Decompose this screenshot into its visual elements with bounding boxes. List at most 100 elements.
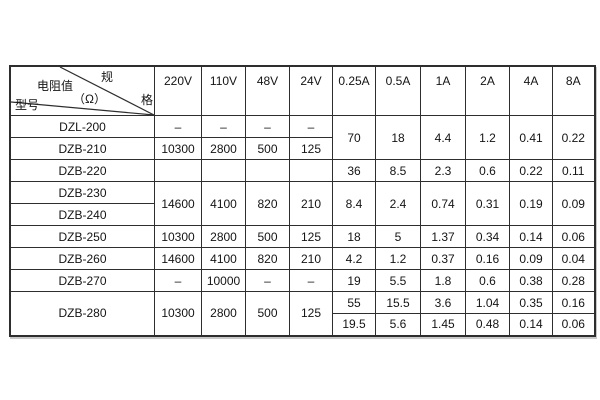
row-header-dzb-270: DZB-270 xyxy=(9,269,155,292)
cell-dzb270-4a: 0.38 xyxy=(509,269,553,292)
relay-resistance-spec-table: 规 格 电阻值 （Ω） 型号 220V 110V 48V 24V 0.25A 0… xyxy=(9,65,596,337)
header-row: 规 格 电阻值 （Ω） 型号 220V 110V 48V 24V 0.25A 0… xyxy=(9,65,595,116)
row-header-dzb-230: DZB-230 xyxy=(9,181,155,204)
cell-dzb220-1a: 2.3 xyxy=(420,159,466,182)
cell-dzl200-dzb210-4a: 0.41 xyxy=(509,115,553,160)
model-label: 型号 xyxy=(15,98,40,112)
cell-dzl200-110v: – xyxy=(201,115,246,138)
col-header-110v: 110V xyxy=(201,65,246,116)
cell-dzb250-4a: 0.14 xyxy=(509,225,553,248)
cell-dzb230-240-8a: 0.09 xyxy=(552,181,595,226)
cell-dzb250-48v: 500 xyxy=(245,225,290,248)
cell-dzb280b-4a: 0.14 xyxy=(509,313,553,336)
cell-dzb220-48v xyxy=(245,159,290,182)
cell-dzb280a-1a: 3.6 xyxy=(420,291,466,314)
row-header-dzb-260: DZB-260 xyxy=(9,247,155,270)
row-dzb-220: DZB-220 36 8.5 2.3 0.6 0.22 0.11 xyxy=(9,159,595,182)
cell-dzb260-1a: 0.37 xyxy=(420,247,466,270)
diagonal-divider-lines xyxy=(11,67,154,115)
cell-dzb250-110v: 2800 xyxy=(201,225,246,248)
cell-dzb260-4a: 0.09 xyxy=(509,247,553,270)
spec-label-char-2: 格 xyxy=(141,93,154,107)
col-header-0-5a: 0.5A xyxy=(375,65,421,116)
row-dzb-280-upper: DZB-280 10300 2800 500 125 55 15.5 3.6 1… xyxy=(9,291,595,336)
cell-dzb280b-8a: 0.06 xyxy=(552,313,595,336)
col-header-24v: 24V xyxy=(289,65,333,116)
cell-dzb210-220v: 10300 xyxy=(154,137,202,160)
row-header-dzb-280: DZB-280 xyxy=(9,291,155,336)
cell-dzb270-110v: 10000 xyxy=(201,269,246,292)
row-dzb-270: DZB-270 – 10000 – – 19 5.5 1.8 0.6 0.38 … xyxy=(9,269,595,292)
cell-dzb230-240-4a: 0.19 xyxy=(509,181,553,226)
resistance-label: 电阻值 xyxy=(37,79,74,93)
cell-dzl200-dzb210-8a: 0.22 xyxy=(552,115,595,160)
row-header-dzl-200: DZL-200 xyxy=(9,115,155,138)
cell-dzb230-240-1a: 0.74 xyxy=(420,181,466,226)
cell-dzb220-0-5a: 8.5 xyxy=(375,159,421,182)
corner-header-inner: 规 格 电阻值 （Ω） 型号 xyxy=(11,67,154,115)
cell-dzb280a-0-25a: 55 xyxy=(332,291,376,314)
cell-dzb280b-1a: 1.45 xyxy=(420,313,466,336)
cell-dzb260-110v: 4100 xyxy=(201,247,246,270)
row-header-dzb-250: DZB-250 xyxy=(9,225,155,248)
col-header-8a: 8A xyxy=(552,65,595,116)
cell-dzl200-dzb210-1a: 4.4 xyxy=(420,115,466,160)
row-dzb-250: DZB-250 10300 2800 500 125 18 5 1.37 0.3… xyxy=(9,225,595,248)
cell-dzb280-110v: 2800 xyxy=(201,291,246,336)
cell-dzb280b-2a: 0.48 xyxy=(465,313,510,336)
cell-dzb220-0-25a: 36 xyxy=(332,159,376,182)
cell-dzb220-8a: 0.11 xyxy=(552,159,595,182)
cell-dzb250-220v: 10300 xyxy=(154,225,202,248)
cell-dzb220-24v xyxy=(289,159,333,182)
col-header-4a: 4A xyxy=(509,65,553,116)
cell-dzl200-24v: – xyxy=(289,115,333,138)
row-dzl-200: DZL-200 – – – – 70 18 4.4 1.2 0.41 0.22 xyxy=(9,115,595,160)
cell-dzb270-48v: – xyxy=(245,269,290,292)
cell-dzb280-24v: 125 xyxy=(289,291,333,336)
cell-dzb210-110v: 2800 xyxy=(201,137,246,160)
cell-dzb230-240-2a: 0.31 xyxy=(465,181,510,226)
cell-dzb280a-8a: 0.16 xyxy=(552,291,595,314)
cell-dzb280a-0-5a: 15.5 xyxy=(375,291,421,314)
col-header-2a: 2A xyxy=(465,65,510,116)
row-header-dzb-210: DZB-210 xyxy=(9,137,155,160)
cell-dzb280b-0-5a: 5.6 xyxy=(375,313,421,336)
row-dzb-280-lower: 19.5 5.6 1.45 0.48 0.14 0.06 xyxy=(10,313,595,336)
cell-dzb250-24v: 125 xyxy=(289,225,333,248)
cell-dzl200-dzb210-2a: 1.2 xyxy=(465,115,510,160)
cell-dzl200-48v: – xyxy=(245,115,290,138)
cell-dzb270-24v: – xyxy=(289,269,333,292)
cell-dzb250-0-25a: 18 xyxy=(332,225,376,248)
cell-dzb220-220v xyxy=(154,159,202,182)
cell-dzb270-0-25a: 19 xyxy=(332,269,376,292)
cell-dzb220-2a: 0.6 xyxy=(465,159,510,182)
cell-dzb270-0-5a: 5.5 xyxy=(375,269,421,292)
cell-dzb230-240-48v: 820 xyxy=(245,181,290,226)
cell-dzl200-220v: – xyxy=(154,115,202,138)
row-header-dzb-240: DZB-240 xyxy=(9,203,155,226)
row-dzb-260: DZB-260 14600 4100 820 210 4.2 1.2 0.37 … xyxy=(9,247,595,270)
cell-dzb280b-0-25a: 19.5 xyxy=(332,313,376,336)
cell-dzb230-240-0-5a: 2.4 xyxy=(375,181,421,226)
cell-dzb280a-2a: 1.04 xyxy=(465,291,510,314)
cell-dzb250-1a: 1.37 xyxy=(420,225,466,248)
cell-dzb230-240-220v: 14600 xyxy=(154,181,202,226)
cell-dzb250-8a: 0.06 xyxy=(552,225,595,248)
cell-dzl200-dzb210-0-25a: 70 xyxy=(332,115,376,160)
cell-dzb230-240-24v: 210 xyxy=(289,181,333,226)
cell-dzb260-2a: 0.16 xyxy=(465,247,510,270)
row-dzb-210: DZB-210 10300 2800 500 125 xyxy=(9,137,595,160)
col-header-0-25a: 0.25A xyxy=(332,65,376,116)
cell-dzb230-240-110v: 4100 xyxy=(201,181,246,226)
cell-dzb250-2a: 0.34 xyxy=(465,225,510,248)
cell-dzb250-0-5a: 5 xyxy=(375,225,421,248)
col-header-1a: 1A xyxy=(420,65,466,116)
cell-dzb270-2a: 0.6 xyxy=(465,269,510,292)
cell-dzb220-110v xyxy=(201,159,246,182)
corner-header-cell: 规 格 电阻值 （Ω） 型号 xyxy=(9,65,155,116)
row-header-dzb-220: DZB-220 xyxy=(9,159,155,182)
cell-dzb270-220v: – xyxy=(154,269,202,292)
resistance-unit-label: （Ω） xyxy=(73,92,106,106)
cell-dzb280-48v: 500 xyxy=(245,291,290,336)
row-dzb-230: DZB-230 14600 4100 820 210 8.4 2.4 0.74 … xyxy=(9,181,595,226)
